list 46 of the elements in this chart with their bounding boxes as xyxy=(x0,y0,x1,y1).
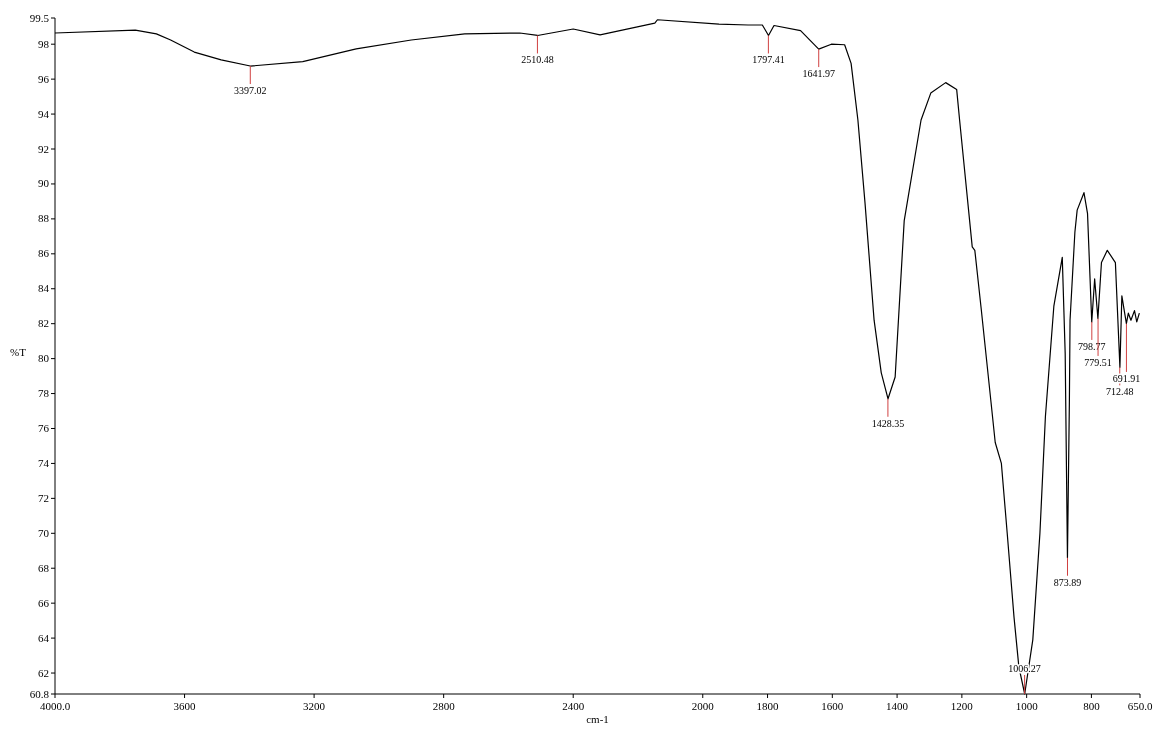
x-tick-label: 1000 xyxy=(1015,700,1039,712)
annotation: 1797.41 xyxy=(752,54,785,66)
y-tick-label: 90 xyxy=(38,177,50,190)
x-tick-label: 1200 xyxy=(950,700,974,712)
x-tick-label: 2400 xyxy=(562,700,585,712)
x-axis-title: cm-1 xyxy=(586,713,609,725)
line-series xyxy=(54,19,1140,695)
x-tick-label: 1800 xyxy=(756,700,780,712)
annotation: 779.51 xyxy=(1084,356,1112,368)
y-tick-label: 86 xyxy=(38,247,50,260)
y-tick-label: 84 xyxy=(38,282,50,295)
y-tick-label: 96 xyxy=(38,72,50,85)
x-tick-label: 3600 xyxy=(173,700,197,712)
x-tick-label: 3200 xyxy=(303,700,326,712)
y-tick-label: 92 xyxy=(38,142,49,155)
y-tick-label: 72 xyxy=(38,491,49,504)
annotation: 712.48 xyxy=(1106,386,1134,398)
annotation: 1428.35 xyxy=(871,417,905,429)
y-axis-title: %T xyxy=(10,346,27,358)
y-tick-label: 76 xyxy=(38,422,50,435)
y-tick-label: 98 xyxy=(38,37,50,50)
annotation: 798.77 xyxy=(1078,340,1106,352)
y-tick-label: 74 xyxy=(38,456,50,469)
annotation: 1641.97 xyxy=(802,68,835,80)
y-tick-label: 82 xyxy=(38,317,49,330)
annotation: 2510.48 xyxy=(521,54,554,66)
x-tick-label: 1600 xyxy=(821,700,844,712)
x-tick-label: 650.0 xyxy=(1127,700,1153,712)
y-tick-label: 68 xyxy=(38,561,50,574)
y-tick-label: 64 xyxy=(38,631,50,644)
y-tick-label: 70 xyxy=(38,526,50,539)
y-tick-label: 99.5 xyxy=(29,11,50,24)
x-tick-label: 800 xyxy=(1083,700,1101,712)
x-tick-label: 1400 xyxy=(886,700,909,712)
y-tick-label: 66 xyxy=(38,596,50,609)
y-tick-label: 80 xyxy=(38,352,50,365)
y-tick-label: 62 xyxy=(38,666,49,679)
y-tick-label: 94 xyxy=(38,107,50,120)
x-tick-label: 4000.0 xyxy=(39,700,71,712)
y-tick-label: 88 xyxy=(38,212,50,225)
x-tick-label: 2000 xyxy=(691,700,715,712)
y-tick-label: 78 xyxy=(38,387,50,400)
x-tick-label: 2800 xyxy=(432,700,456,712)
annotation: 3397.02 xyxy=(234,85,267,97)
annotation: 873.89 xyxy=(1053,576,1082,588)
y-tick-label: 60.8 xyxy=(29,687,50,700)
